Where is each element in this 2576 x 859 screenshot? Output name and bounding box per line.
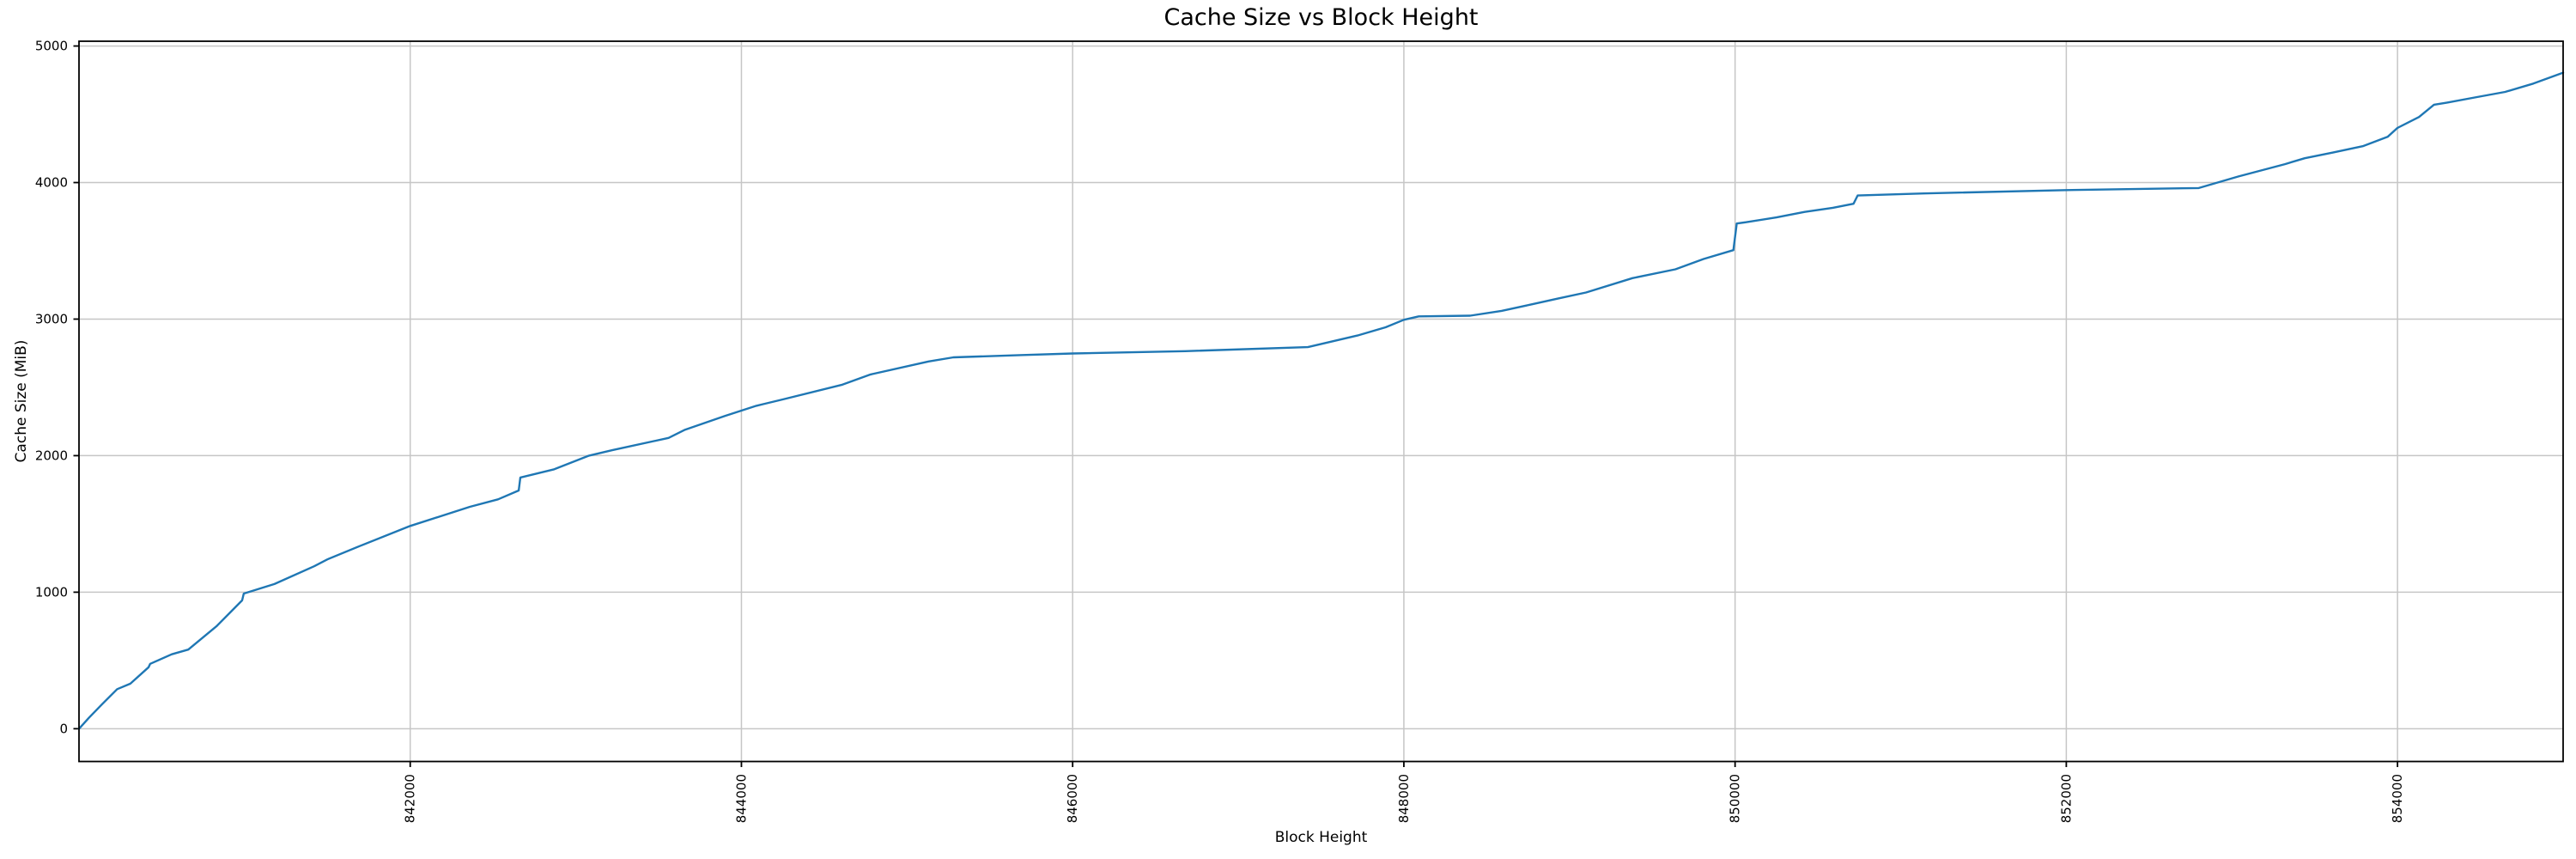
chart-title: Cache Size vs Block Height xyxy=(1163,4,1479,31)
y-tick-label: 1000 xyxy=(35,584,68,600)
y-tick-label: 3000 xyxy=(35,311,68,326)
y-tick-labels: 0 1000 2000 3000 4000 5000 xyxy=(35,39,68,737)
x-axis-label: Block Height xyxy=(1274,829,1368,846)
y-tick-label: 2000 xyxy=(35,448,68,463)
y-tick-label: 5000 xyxy=(35,39,68,54)
x-tick-label: 854000 xyxy=(2390,774,2405,823)
tick-marks xyxy=(73,45,2399,767)
x-tick-label: 846000 xyxy=(1065,774,1080,823)
y-tick-label: 4000 xyxy=(35,175,68,191)
x-tick-label: 842000 xyxy=(403,774,418,823)
x-tick-label: 848000 xyxy=(1396,774,1412,823)
plot-border xyxy=(78,40,2564,763)
x-tick-label: 852000 xyxy=(2058,774,2074,823)
gridlines xyxy=(79,41,2563,762)
y-axis-label: Cache Size (MiB) xyxy=(13,339,30,463)
x-tick-labels: 842000 844000 846000 848000 850000 852000 8540… xyxy=(403,774,2405,823)
x-tick-label: 844000 xyxy=(733,774,749,823)
y-tick-label: 0 xyxy=(59,721,68,736)
x-tick-label: 850000 xyxy=(1728,774,1743,823)
data-line xyxy=(77,71,2565,730)
